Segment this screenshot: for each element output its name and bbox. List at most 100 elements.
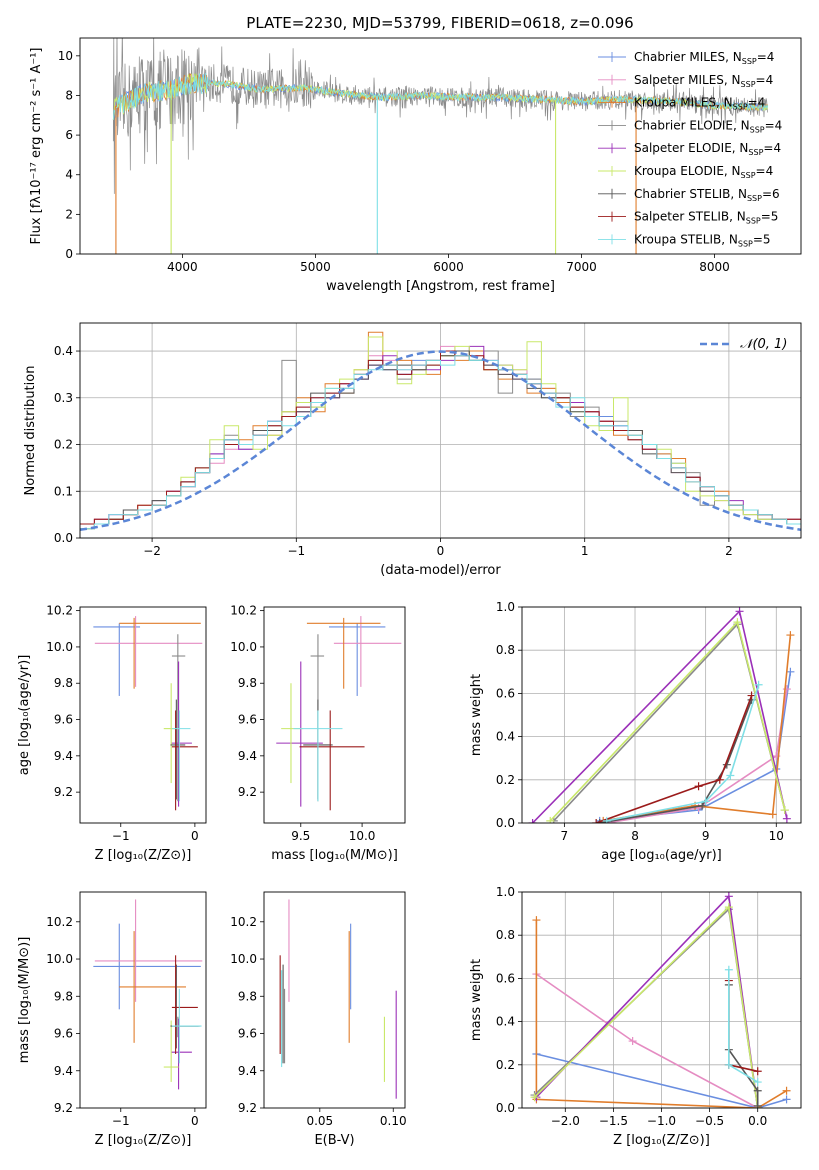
weight-series-kroupa-stelib [724, 965, 762, 1087]
y-tick-label: 9.4 [238, 749, 257, 763]
legend-label-text: Chabrier MILES, N [634, 50, 742, 64]
weight-marker [530, 1093, 539, 1102]
legend-label-sub: SSP [748, 148, 763, 157]
errorbar-point-salpeter-stelib [171, 955, 198, 1054]
age-vs-metallicity-panel: −1 0 9.2 9.4 9.6 9.8 10.0 10.2 Z [log₁₀(Z/Z⊙)] ag… [17, 604, 207, 863]
spectrum-title: PLATE=2230, MJD=53799, FIBERID=0618, z=0… [246, 14, 633, 32]
weight-marker [768, 810, 777, 819]
x-axis-label: (data-model)/error [380, 563, 501, 578]
y-tick-label: 9.8 [238, 989, 257, 1003]
legend-label: Kroupa MILES, NSSP=4 [634, 96, 765, 112]
legend-label: Chabrier MILES, NSSP=4 [634, 50, 774, 66]
axes-frame [79, 891, 207, 1109]
y-tick-label: 1.0 [496, 885, 515, 899]
plot-area [80, 331, 801, 532]
y-tick-label: 2 [65, 207, 73, 221]
x-tick-label: 1 [581, 544, 589, 558]
legend-label: Kroupa STELIB, NSSP=5 [634, 232, 771, 248]
y-tick-label: 9.6 [54, 1027, 73, 1041]
legend-label-text: Salpeter ELODIE, N [634, 141, 748, 155]
y-tick-label: 10.2 [46, 915, 73, 929]
weight-marker [753, 1086, 762, 1095]
y-tick-label: 9.4 [54, 1064, 73, 1078]
x-tick-label: 10.0 [349, 829, 376, 843]
legend-label-sub: SSP [733, 103, 748, 112]
axes-frame [263, 606, 406, 824]
axes-frame [521, 891, 802, 1109]
y-tick-label: 9.2 [238, 785, 257, 799]
x-tick-label: 0.10 [380, 1114, 407, 1128]
weight-marker [528, 819, 537, 823]
y-tick-label: 9.8 [54, 989, 73, 1003]
x-axis-label: Z [log₁₀(Z/Z⊙)] [613, 1133, 710, 1148]
y-tick-label: 0.2 [496, 1058, 515, 1072]
legend-label: 𝒩(0, 1) [740, 337, 787, 352]
y-axis-label: Flux [fλ10⁻¹⁷ erg cm⁻² s⁻¹ A⁻¹] [29, 48, 44, 245]
x-tick-label: 0.0 [748, 1114, 767, 1128]
x-tick-label: 10 [769, 829, 784, 843]
y-tick-label: 10.2 [230, 915, 257, 929]
x-tick-label: 0.05 [306, 1114, 333, 1128]
x-tick-label: 0 [191, 1114, 199, 1128]
errorbar-point-kroupa-stelib [293, 710, 343, 802]
y-tick-label: 9.6 [54, 713, 73, 727]
errorbar-point-chabrier-stelib [170, 964, 199, 1049]
weight-marker [780, 806, 789, 815]
x-tick-label: 8000 [699, 260, 730, 274]
x-tick-label: 8 [631, 829, 639, 843]
errorbar-point-chabrier-stelib [170, 699, 186, 800]
weight-marker [782, 1095, 791, 1104]
weight-line [727, 980, 758, 1073]
errorbar-point-chabrier-miles [328, 623, 386, 696]
y-tick-label: 9.4 [54, 749, 73, 763]
y-tick-label: 0.1 [54, 484, 73, 498]
y-tick-label: 0.0 [496, 816, 515, 830]
weight-series-kroupa-miles [599, 631, 795, 823]
weight-marker [602, 816, 611, 823]
errorbar-point-chabrier-elodie [171, 634, 186, 802]
weight-marker [735, 607, 744, 616]
weight-series-kroupa-elodie [546, 618, 789, 823]
x-tick-label: 2 [725, 544, 733, 558]
axes-frame [79, 322, 802, 539]
weight-marker [782, 1086, 791, 1095]
legend-label-eq: =4 [765, 118, 783, 132]
weight-marker [754, 680, 763, 689]
x-tick-label: 0 [191, 829, 199, 843]
legend-label-sub: SSP [741, 171, 756, 180]
weight-marker [724, 1060, 733, 1069]
normal-distribution-line [80, 350, 801, 532]
y-tick-label: 0.8 [496, 643, 515, 657]
x-tick-label: −2 [143, 544, 161, 558]
y-tick-label: 10.0 [46, 952, 73, 966]
x-tick-label: 7 [561, 829, 569, 843]
weight-marker [782, 814, 791, 823]
errorbar-point-kroupa-miles [119, 931, 186, 1043]
weight-marker [724, 965, 733, 974]
x-axis-label: E(B-V) [314, 1133, 354, 1148]
y-tick-label: 0.4 [54, 344, 73, 358]
y-tick-label: 9.2 [238, 1101, 257, 1115]
legend-label: Chabrier STELIB, NSSP=6 [634, 187, 780, 203]
weight-series-salpeter-miles [532, 970, 762, 1108]
legend-label-eq: =4 [748, 96, 766, 110]
y-tick-label: 10 [58, 49, 73, 63]
y-tick-label: 10.2 [46, 604, 73, 618]
x-tick-label: 7000 [566, 260, 597, 274]
errorbar-point-kroupa-elodie [281, 683, 304, 784]
x-axis-label: age [log₁₀(age/yr)] [601, 848, 722, 863]
weight-marker [724, 903, 733, 912]
legend-label-eq: =4 [757, 50, 775, 64]
weight-series-salpeter-stelib [592, 691, 756, 823]
legend-label-sub: SSP [746, 217, 761, 226]
y-tick-label: 9.8 [54, 676, 73, 690]
weight-line [603, 635, 792, 822]
legend-label-sub: SSP [750, 125, 765, 134]
axes-frame [521, 606, 802, 824]
weight-marker [715, 775, 724, 784]
legend-label: Kroupa ELODIE, NSSP=4 [634, 164, 773, 180]
y-tick-label: 0.4 [496, 730, 515, 744]
weight-marker [726, 771, 735, 780]
y-tick-label: 10.0 [230, 640, 257, 654]
